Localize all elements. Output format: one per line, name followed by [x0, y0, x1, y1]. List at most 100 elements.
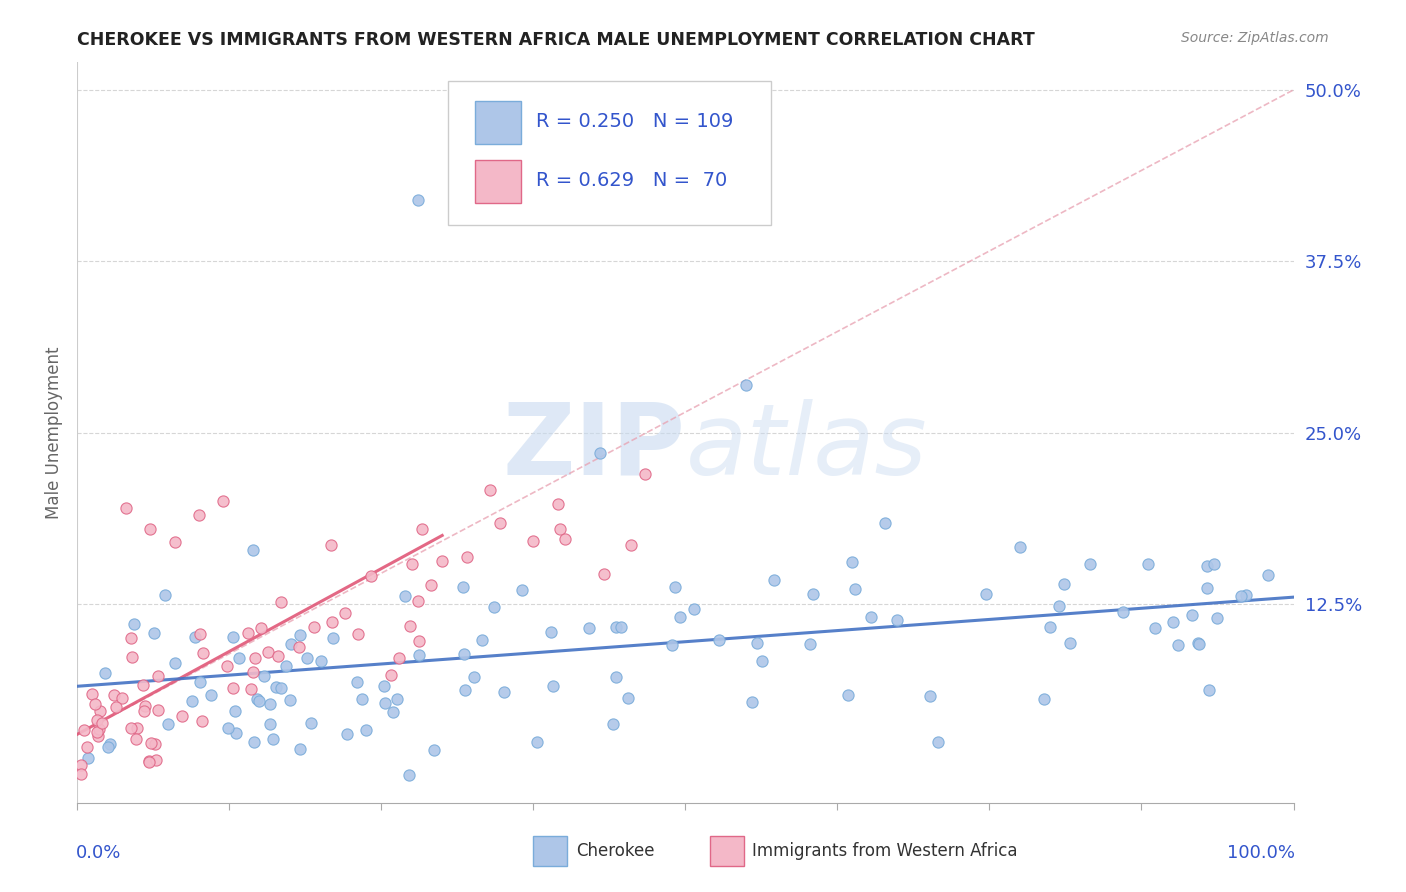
Point [801, 587, 824, 601]
Point [453, 647, 475, 661]
Point [610, 620, 633, 634]
Point [86, 725, 108, 739]
Point [89, 723, 111, 737]
Point [1195, 558, 1218, 573]
Point [146, 703, 169, 717]
Point [278, 693, 301, 707]
Point [489, 516, 512, 530]
Point [381, 705, 404, 719]
Point [120, 721, 142, 735]
Point [1202, 557, 1225, 571]
Point [1144, 620, 1167, 634]
Point [1078, 558, 1101, 572]
Point [398, 768, 420, 782]
Point [669, 609, 692, 624]
Point [762, 573, 785, 587]
Point [163, 535, 186, 549]
Point [138, 756, 160, 770]
Point [336, 727, 359, 741]
Point [1229, 590, 1251, 604]
Point [299, 716, 322, 731]
FancyBboxPatch shape [710, 836, 744, 866]
Point [121, 650, 143, 665]
Point [259, 698, 281, 712]
Point [288, 628, 311, 642]
Point [374, 696, 396, 710]
Point [288, 742, 311, 756]
Point [408, 648, 430, 662]
Point [242, 543, 264, 558]
Point [243, 651, 266, 665]
Point [69, 758, 91, 772]
Point [145, 753, 167, 767]
Point [157, 716, 180, 731]
Point [243, 735, 266, 749]
Point [1047, 599, 1070, 614]
Point [73, 723, 96, 738]
Text: Cherokee: Cherokee [576, 842, 654, 860]
Point [120, 631, 142, 645]
Point [184, 630, 207, 644]
Point [388, 651, 411, 665]
Point [1033, 692, 1056, 706]
Point [411, 522, 433, 536]
Point [236, 625, 259, 640]
Point [1039, 620, 1062, 634]
Point [302, 620, 325, 634]
Point [634, 467, 657, 481]
Point [1137, 558, 1160, 572]
Point [335, 606, 357, 620]
Point [406, 193, 429, 207]
Point [138, 754, 160, 768]
Point [1112, 605, 1135, 619]
Point [360, 569, 382, 583]
Point [1161, 615, 1184, 629]
Point [165, 656, 187, 670]
Text: Source: ZipAtlas.com: Source: ZipAtlas.com [1181, 31, 1329, 45]
Point [143, 626, 166, 640]
Point [709, 632, 731, 647]
Point [974, 587, 997, 601]
Point [620, 538, 643, 552]
FancyBboxPatch shape [449, 81, 770, 226]
Point [270, 681, 292, 696]
Point [1257, 568, 1279, 582]
Point [1008, 540, 1031, 554]
Point [419, 578, 441, 592]
Point [589, 446, 612, 460]
Point [240, 681, 263, 696]
Point [661, 638, 683, 652]
Point [224, 704, 246, 718]
Point [153, 588, 176, 602]
Point [295, 651, 318, 665]
Point [578, 621, 600, 635]
Point [257, 645, 280, 659]
Point [1167, 638, 1189, 652]
Point [550, 522, 572, 536]
Point [222, 630, 245, 644]
Point [246, 692, 269, 706]
Point [217, 721, 239, 735]
Point [148, 668, 170, 682]
FancyBboxPatch shape [475, 161, 522, 203]
Point [191, 714, 214, 728]
Point [841, 555, 863, 569]
Point [70, 766, 93, 780]
Point [408, 633, 430, 648]
Point [1180, 607, 1202, 622]
Point [125, 732, 148, 747]
Point [471, 633, 494, 648]
Point [1234, 588, 1257, 602]
Point [84, 697, 107, 711]
Point [423, 743, 446, 757]
Point [242, 665, 264, 679]
Point [98, 737, 121, 751]
FancyBboxPatch shape [475, 101, 522, 144]
Point [89, 704, 111, 718]
Point [380, 668, 402, 682]
Point [456, 550, 478, 565]
Point [385, 692, 408, 706]
Point [352, 692, 374, 706]
Point [132, 705, 155, 719]
Point [522, 533, 544, 548]
